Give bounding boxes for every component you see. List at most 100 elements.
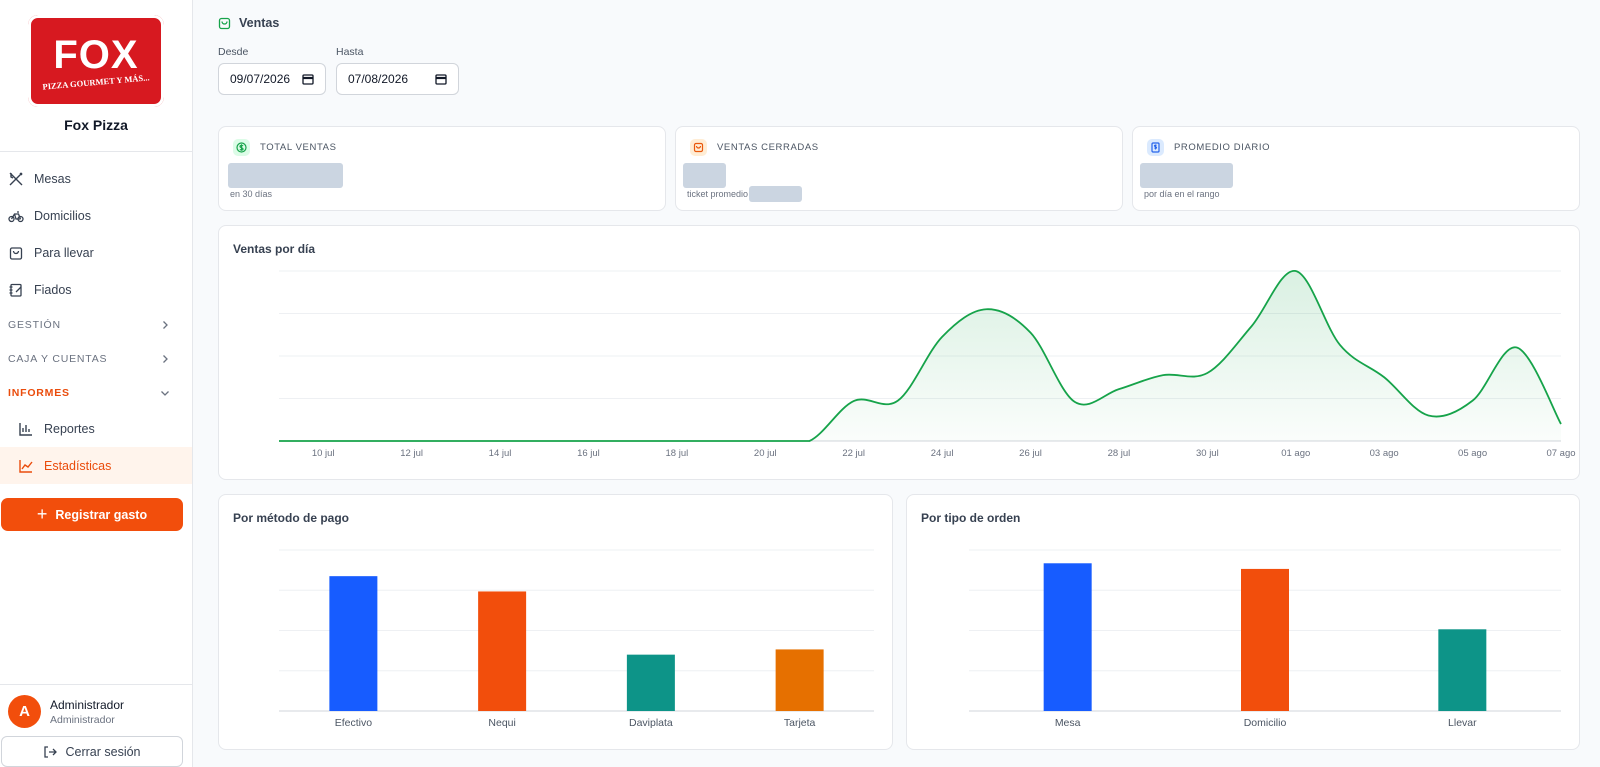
section-label: GESTIÓN bbox=[8, 319, 61, 331]
avatar: A bbox=[8, 695, 41, 728]
chevron-right-icon bbox=[163, 321, 168, 329]
ventas-por-dia-card: Ventas por día 10 jul 12 jul 14 jul 16 jul 1… bbox=[218, 225, 1580, 480]
kpi-subtitle: en 30 días bbox=[230, 189, 273, 199]
chart-title: Por tipo de orden bbox=[921, 511, 1021, 525]
x-tick-label: 20 jul bbox=[754, 448, 777, 459]
sidebar-item-mesas[interactable]: Mesas bbox=[0, 160, 192, 197]
bar-llevar bbox=[1438, 629, 1487, 711]
chart-title: Ventas por día bbox=[233, 242, 316, 256]
ventas-por-dia-chart: 10 jul 12 jul 14 jul 16 jul 18 jul 20 jul 22 j… bbox=[279, 270, 1576, 459]
x-tick-label: 10 jul bbox=[312, 448, 335, 459]
chart-title: Por método de pago bbox=[233, 511, 350, 525]
fox-pizza-logo: FOX PIZZA GOURMET Y MÁS... bbox=[28, 15, 164, 107]
series-area bbox=[279, 270, 1561, 441]
sidebar-item-label: Reportes bbox=[44, 421, 95, 436]
ticket-value-placeholder bbox=[749, 186, 802, 202]
brand: FOX PIZZA GOURMET Y MÁS... Fox Pizza bbox=[0, 0, 192, 152]
sidebar-item-para-llevar[interactable]: Para llevar bbox=[0, 234, 192, 271]
kpi-title: PROMEDIO DIARIO bbox=[1174, 142, 1271, 153]
section-label: INFORMES bbox=[8, 387, 70, 399]
series-line bbox=[279, 270, 1562, 442]
sidebar-item-label: Fiados bbox=[34, 282, 72, 297]
section-label: CAJA Y CUENTAS bbox=[8, 353, 108, 365]
kpi-header: TOTAL VENTAS bbox=[233, 139, 337, 156]
kpi-header: PROMEDIO DIARIO bbox=[1147, 139, 1270, 156]
x-tick-label: 12 jul bbox=[400, 448, 423, 459]
x-tick-label: 30 jul bbox=[1196, 448, 1219, 459]
sidebar-item-reportes[interactable]: Reportes bbox=[0, 410, 192, 447]
kpi-title: TOTAL VENTAS bbox=[260, 142, 337, 153]
kpi-value-placeholder bbox=[1140, 163, 1233, 188]
sidebar-item-label: Domicilios bbox=[34, 208, 91, 223]
sidebar-item-label: Estadísticas bbox=[44, 458, 112, 473]
por-metodo-de-pago-card: Por método de pago Efectivo Nequi Daviplat… bbox=[218, 494, 893, 750]
bar-tarjeta bbox=[775, 649, 824, 711]
x-tick-label: 16 jul bbox=[577, 448, 600, 459]
kpi-value-placeholder bbox=[683, 163, 726, 188]
calendar-icon[interactable] bbox=[435, 73, 447, 85]
section-gestion[interactable]: GESTIÓN bbox=[0, 308, 192, 342]
kpi-value-placeholder bbox=[228, 163, 343, 188]
x-tick-label: 03 ago bbox=[1370, 448, 1399, 459]
bag-icon bbox=[690, 139, 707, 156]
user-name: Administrador bbox=[50, 697, 125, 712]
sidebar-nav: Mesas Domicilios Para llevar Fiados GEST… bbox=[0, 160, 192, 484]
bar-nequi bbox=[478, 591, 527, 711]
calculator-icon bbox=[1147, 139, 1164, 156]
x-tick-label: 26 jul bbox=[1019, 448, 1042, 459]
from-label: Desde bbox=[218, 46, 249, 58]
x-tick-label: 14 jul bbox=[489, 448, 512, 459]
dollar-icon bbox=[233, 139, 250, 156]
por-tipo-de-orden-chart: Mesa Domicilio Llevar bbox=[969, 549, 1561, 729]
sidebar: FOX PIZZA GOURMET Y MÁS... Fox Pizza Mes… bbox=[0, 0, 193, 767]
line-chart-icon bbox=[19, 459, 33, 473]
chevron-down-icon bbox=[161, 391, 169, 396]
to-label: Hasta bbox=[336, 46, 364, 58]
x-tick-label: Llevar bbox=[1448, 717, 1477, 729]
section-caja-y-cuentas[interactable]: CAJA Y CUENTAS bbox=[0, 342, 192, 376]
calendar-icon[interactable] bbox=[302, 73, 314, 85]
bike-icon bbox=[8, 210, 24, 222]
to-date-input[interactable]: 07/08/2026 bbox=[336, 63, 459, 95]
x-tick-label: 05 ago bbox=[1458, 448, 1487, 459]
x-tick-label: 24 jul bbox=[931, 448, 954, 459]
kpi-header: VENTAS CERRADAS bbox=[690, 139, 819, 156]
button-label: Cerrar sesión bbox=[65, 744, 141, 759]
x-tick-label: 07 ago bbox=[1546, 448, 1575, 459]
kpi-subtitle: por día en el rango bbox=[1144, 189, 1220, 199]
x-tick-label: 18 jul bbox=[666, 448, 689, 459]
kpi-ventas-cerradas: VENTAS CERRADAS ticket promedio bbox=[675, 126, 1123, 211]
logout-button[interactable]: Cerrar sesión bbox=[1, 736, 183, 767]
logout-icon bbox=[44, 745, 58, 758]
x-tick-label: Tarjeta bbox=[784, 717, 816, 729]
sidebar-item-estadisticas[interactable]: Estadísticas bbox=[0, 447, 192, 484]
section-informes[interactable]: INFORMES bbox=[0, 376, 192, 410]
notebook-icon bbox=[9, 283, 22, 297]
registrar-gasto-button[interactable]: + Registrar gasto bbox=[1, 498, 183, 531]
kpi-total-ventas: TOTAL VENTAS en 30 días bbox=[218, 126, 666, 211]
bar-daviplata bbox=[626, 654, 675, 711]
kpi-subtitle: ticket promedio bbox=[687, 189, 749, 199]
bag-icon bbox=[9, 246, 23, 260]
kpi-promedio-diario: PROMEDIO DIARIO por día en el rango bbox=[1132, 126, 1580, 211]
from-date-input[interactable]: 09/07/2026 bbox=[218, 63, 326, 95]
x-tick-label: Nequi bbox=[488, 717, 515, 729]
page-title-text: Ventas bbox=[239, 16, 280, 30]
to-date-value: 07/08/2026 bbox=[348, 72, 409, 86]
sidebar-item-domicilios[interactable]: Domicilios bbox=[0, 197, 192, 234]
plus-icon: + bbox=[36, 504, 48, 524]
sidebar-item-label: Para llevar bbox=[34, 245, 94, 260]
bag-icon bbox=[218, 17, 231, 29]
por-tipo-de-orden-card: Por tipo de orden Mesa Domicilio Llevar bbox=[906, 494, 1580, 750]
button-label: Registrar gasto bbox=[55, 507, 148, 522]
x-tick-label: Efectivo bbox=[335, 717, 373, 729]
page-title: Ventas bbox=[218, 16, 279, 30]
x-tick-label: 22 jul bbox=[842, 448, 865, 459]
bar-efectivo bbox=[329, 576, 378, 711]
utensils-icon bbox=[9, 172, 23, 185]
user-profile: A Administrador Administrador bbox=[0, 684, 192, 728]
x-tick-label: 01 ago bbox=[1281, 448, 1310, 459]
sidebar-item-fiados[interactable]: Fiados bbox=[0, 271, 192, 308]
por-metodo-de-pago-chart: Efectivo Nequi Daviplata Tarjeta bbox=[279, 549, 874, 729]
logo-text: FOX bbox=[53, 33, 139, 77]
